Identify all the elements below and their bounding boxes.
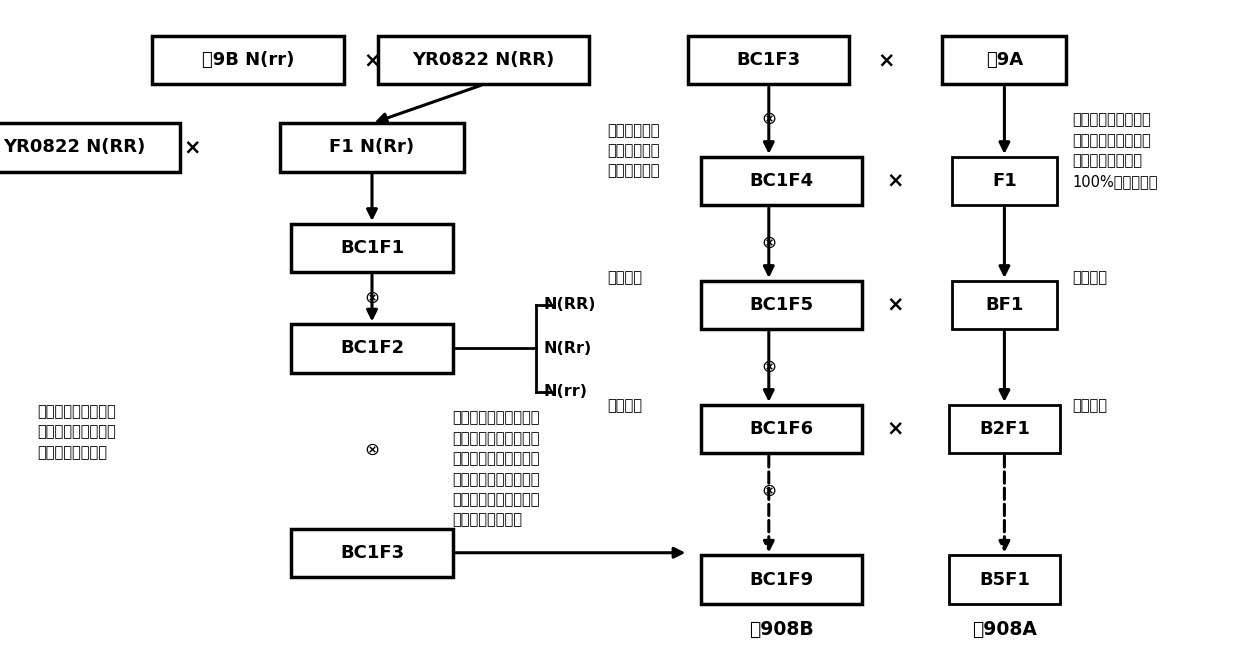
Text: 中9B N(rr): 中9B N(rr) [202, 52, 294, 69]
Text: ⊗: ⊗ [761, 358, 776, 375]
Text: 荊908B: 荊908B [749, 620, 813, 639]
Bar [949, 555, 1060, 604]
Text: ⊗: ⊗ [365, 442, 379, 459]
Bar [688, 36, 849, 84]
Text: 筛选农艺性状
优良、柱头外
露率高的株系: 筛选农艺性状 优良、柱头外 露率高的株系 [608, 123, 660, 179]
Text: 方法同上: 方法同上 [608, 398, 642, 413]
Bar [151, 36, 345, 84]
Text: ×: × [184, 137, 201, 157]
Bar [378, 36, 589, 84]
Bar [701, 157, 862, 205]
Text: 分子标记剔除含恢复基
因的单株得到不含恢复
基因的单株，进行全基
因组选择聚合双亲优良
性状且遗传背景与目标
亲本更近的单株。: 分子标记剔除含恢复基 因的单株得到不含恢复 基因的单株，进行全基 因组选择聚合双… [453, 411, 541, 527]
Text: BC1F2: BC1F2 [340, 340, 404, 357]
Text: 方法同上: 方法同上 [1073, 271, 1107, 285]
Text: 荊908A: 荊908A [972, 620, 1037, 639]
Bar [701, 555, 862, 604]
Text: BC1F6: BC1F6 [749, 420, 813, 438]
Text: 方法同上: 方法同上 [608, 271, 642, 285]
Text: ×: × [887, 171, 904, 191]
Text: BC1F5: BC1F5 [749, 296, 813, 314]
Bar [701, 281, 862, 329]
Bar [952, 157, 1056, 205]
Text: BC1F3: BC1F3 [340, 544, 404, 561]
Bar [701, 405, 862, 453]
Text: ⊗: ⊗ [365, 289, 379, 307]
Text: N(Rr): N(Rr) [543, 341, 591, 356]
Text: F1: F1 [992, 172, 1017, 190]
Text: ⊗: ⊗ [761, 482, 776, 499]
Text: B2F1: B2F1 [978, 420, 1030, 438]
Text: 择優筛选含有双亲优
良性状且柱头外露率
高的单株进行混收: 择優筛选含有双亲优 良性状且柱头外露率 高的单株进行混收 [37, 404, 117, 460]
Bar [952, 281, 1056, 329]
Text: ×: × [878, 50, 895, 70]
Bar [0, 123, 180, 172]
Text: BC1F1: BC1F1 [340, 239, 404, 257]
Bar [949, 405, 1060, 453]
Text: ×: × [887, 295, 904, 315]
Text: 中9A: 中9A [986, 52, 1023, 69]
Text: BC1F9: BC1F9 [749, 571, 813, 588]
Text: BC1F3: BC1F3 [737, 52, 801, 69]
Text: B5F1: B5F1 [978, 571, 1030, 588]
Text: BC1F4: BC1F4 [749, 172, 813, 190]
Text: ⊗: ⊗ [761, 234, 776, 251]
Text: 筛选农艺性状优良、
全基因组序列与父本
更接近且花粉镜检
100%不育的单株: 筛选农艺性状优良、 全基因组序列与父本 更接近且花粉镜检 100%不育的单株 [1073, 113, 1158, 189]
Bar [942, 36, 1066, 84]
Text: BF1: BF1 [986, 296, 1023, 314]
Text: F1 N(Rr): F1 N(Rr) [330, 139, 414, 156]
Bar [291, 224, 453, 272]
Bar [291, 324, 453, 373]
Bar [291, 529, 453, 577]
Bar [280, 123, 464, 172]
Text: ×: × [363, 50, 381, 70]
Text: ×: × [887, 419, 904, 439]
Text: ⊗: ⊗ [761, 111, 776, 128]
Text: N(RR): N(RR) [543, 297, 595, 312]
Text: N(rr): N(rr) [543, 385, 587, 399]
Text: 方法同上: 方法同上 [1073, 398, 1107, 413]
Text: YR0822 N(RR): YR0822 N(RR) [4, 139, 145, 156]
Text: YR0822 N(RR): YR0822 N(RR) [413, 52, 554, 69]
